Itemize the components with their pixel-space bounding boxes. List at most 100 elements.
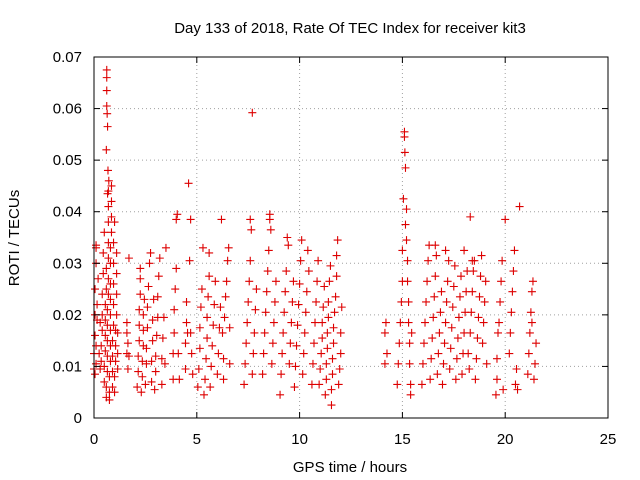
data-point	[334, 380, 343, 389]
data-point	[154, 272, 163, 281]
data-point	[464, 349, 473, 358]
data-point	[307, 380, 316, 389]
data-point	[427, 354, 436, 363]
data-point	[220, 313, 229, 322]
y-tick-label: 0.01	[53, 358, 82, 375]
data-point	[203, 334, 212, 343]
data-point	[136, 264, 145, 273]
data-point	[103, 122, 112, 131]
data-point	[210, 300, 219, 309]
data-point	[217, 215, 226, 224]
data-point	[283, 233, 292, 242]
data-point	[394, 359, 403, 368]
data-point	[250, 328, 259, 337]
data-point	[266, 225, 275, 234]
data-point	[397, 297, 406, 306]
data-point	[398, 246, 407, 255]
data-point	[417, 380, 426, 389]
data-point	[323, 328, 332, 337]
data-point	[174, 349, 183, 358]
data-point	[403, 277, 412, 286]
data-point	[380, 359, 389, 368]
data-point	[100, 228, 109, 237]
data-point	[241, 359, 250, 368]
data-point	[287, 318, 296, 327]
data-point	[442, 297, 451, 306]
data-point	[429, 313, 438, 322]
data-point	[320, 282, 329, 291]
data-point	[113, 328, 122, 337]
data-point	[139, 310, 148, 319]
data-point	[444, 256, 453, 265]
data-point	[104, 202, 113, 211]
data-point	[337, 303, 346, 312]
x-tick-label: 5	[193, 431, 201, 448]
data-point	[139, 326, 148, 335]
data-point	[495, 318, 504, 327]
data-point	[332, 272, 341, 281]
data-point	[318, 334, 327, 343]
data-point	[97, 357, 106, 366]
data-point	[211, 277, 220, 286]
data-point	[204, 292, 213, 301]
data-point	[122, 328, 131, 337]
data-point	[221, 292, 230, 301]
data-point	[482, 359, 491, 368]
data-point	[443, 277, 452, 286]
data-point	[186, 328, 195, 337]
data-point	[195, 344, 204, 353]
data-point	[331, 292, 340, 301]
axis-ticks	[93, 56, 609, 419]
data-point	[195, 323, 204, 332]
data-point	[312, 297, 321, 306]
data-point	[499, 385, 508, 394]
data-point	[402, 236, 411, 245]
data-point	[263, 267, 272, 276]
data-point	[102, 65, 111, 74]
data-point	[108, 352, 117, 361]
data-point	[197, 285, 206, 294]
data-point	[454, 313, 463, 322]
data-point	[471, 375, 480, 384]
data-point	[111, 357, 120, 366]
data-point	[134, 352, 143, 361]
data-point	[203, 313, 212, 322]
data-point	[95, 349, 104, 358]
data-point	[496, 297, 505, 306]
data-point	[304, 267, 313, 276]
data-point	[222, 277, 231, 286]
data-point	[181, 365, 190, 374]
data-point	[282, 267, 291, 276]
data-point	[206, 383, 215, 392]
data-point	[401, 163, 410, 172]
x-tick-label: 20	[497, 431, 514, 448]
data-point	[438, 380, 447, 389]
data-point	[102, 285, 111, 294]
data-point	[252, 285, 261, 294]
data-point	[528, 277, 537, 286]
data-point	[141, 380, 150, 389]
data-point	[216, 303, 225, 312]
data-point	[225, 359, 234, 368]
data-point	[423, 277, 432, 286]
data-point	[494, 328, 503, 337]
data-point	[380, 328, 389, 337]
data-point	[400, 148, 409, 157]
data-point	[146, 248, 155, 257]
data-point	[161, 243, 170, 252]
data-point	[105, 395, 114, 404]
data-point	[152, 331, 161, 340]
y-tick-label: 0.07	[53, 49, 82, 66]
data-point	[481, 277, 490, 286]
data-point	[297, 236, 306, 245]
data-point	[447, 323, 456, 332]
data-point	[508, 287, 517, 296]
data-point	[329, 339, 338, 348]
data-point	[509, 267, 518, 276]
tick-labels: 0 5 10 15 20 25 0 0.01 0.02 0.03 0.04 0.05 0.06 0.07	[53, 49, 617, 448]
data-point	[478, 339, 487, 348]
data-point	[143, 323, 152, 332]
plot-frame	[93, 56, 609, 419]
data-point	[101, 300, 110, 309]
data-point	[327, 401, 336, 410]
